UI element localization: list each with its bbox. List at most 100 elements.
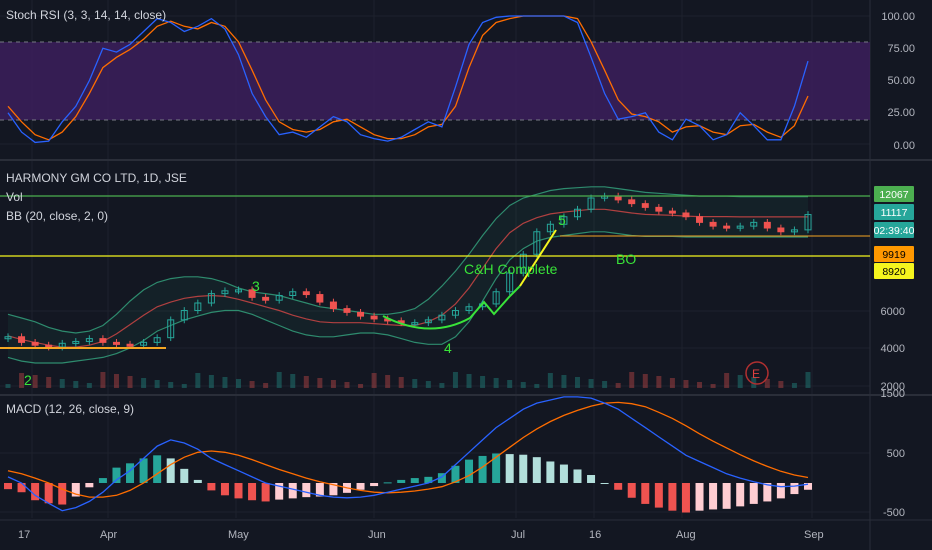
stoch-title[interactable]: Stoch RSI (3, 3, 14, 14, close) (6, 8, 167, 22)
macd-title[interactable]: MACD (12, 26, close, 9) (6, 402, 135, 416)
macd-hist-58 (790, 483, 799, 495)
volume-bar-49 (669, 378, 675, 388)
volume-bar-13 (181, 384, 187, 388)
candle-body-40 (546, 223, 554, 233)
volume-bar-21 (290, 374, 296, 388)
volume-bar-14 (195, 373, 201, 388)
stoch-tick-0: 100.00 (881, 11, 915, 23)
macd-hist-53 (722, 483, 731, 509)
candle-body-25 (343, 308, 351, 313)
time-tick-2: May (228, 529, 249, 541)
macd-hist-26 (356, 483, 365, 490)
volume-bars (5, 372, 811, 388)
price-badge-countdown-text: 02:39:40 (874, 225, 915, 237)
candle-body-15 (207, 293, 215, 304)
volume-bar-6 (86, 383, 92, 388)
macd-hist-23 (315, 483, 324, 497)
volume-bar-9 (127, 376, 133, 388)
price-badge-yellow-line (874, 263, 914, 279)
main-title[interactable]: HARMONY GM CO LTD, 1D, JSE (6, 171, 187, 185)
volume-bar-53 (724, 373, 730, 388)
bb-upper (7, 186, 808, 334)
macd-hist-27 (370, 483, 379, 487)
price-badge-green-line (874, 186, 914, 202)
bb-title[interactable]: BB (20, close, 2, 0) (6, 209, 109, 223)
macd-hist-39 (532, 457, 541, 483)
macd-hist-3 (44, 483, 53, 504)
candle-body-46 (628, 199, 636, 205)
candle-body-36 (492, 291, 500, 305)
macd-hist-57 (776, 483, 785, 499)
macd-hist-19 (261, 483, 270, 502)
volume-bar-54 (737, 375, 743, 388)
time-tick-4: Jul (511, 529, 525, 541)
candle-body-18 (248, 289, 256, 298)
macd-hist-13 (180, 468, 189, 483)
candle-body-57 (777, 227, 785, 233)
macd-hist-41 (559, 464, 568, 483)
candle-body-5 (72, 340, 80, 344)
macd-hist-48 (654, 483, 663, 508)
candle-body-43 (587, 197, 595, 210)
macd-hist-40 (546, 461, 555, 483)
time-tick-1: Apr (100, 529, 117, 541)
candle-body-13 (180, 310, 188, 321)
volume-bar-0 (5, 384, 11, 388)
handle-line (469, 285, 521, 319)
volume-bar-32 (439, 383, 445, 388)
volume-bar-48 (656, 376, 662, 388)
wave-label-2: 2 (24, 372, 32, 388)
candle-body-51 (696, 216, 704, 223)
volume-bar-56 (764, 379, 770, 388)
macd-hist-34 (465, 459, 474, 483)
earnings-marker[interactable] (745, 361, 769, 385)
candle-body-26 (357, 311, 365, 317)
price-badge-countdown (874, 222, 914, 238)
volume-bar-33 (452, 372, 458, 388)
macd-hist-52 (709, 483, 718, 510)
macd-hist-37 (505, 454, 514, 483)
volume-bar-44 (602, 381, 608, 388)
candle-body-17 (235, 289, 243, 293)
candle-body-16 (221, 290, 229, 295)
macd-hist-46 (627, 483, 636, 498)
macd-hist-59 (804, 483, 812, 490)
candle-body-24 (329, 301, 337, 310)
candle-body-49 (668, 210, 676, 214)
time-axis[interactable]: 17 Apr May Jun Jul 16 Aug Sep (18, 529, 824, 541)
macd-hist-5 (71, 483, 80, 497)
candle-body-47 (641, 203, 649, 208)
macd-hist-16 (220, 483, 229, 496)
candle-body-39 (533, 231, 541, 255)
volume-bar-35 (480, 376, 486, 388)
candle-body-0 (4, 336, 12, 340)
candle-body-50 (682, 212, 690, 218)
volume-bar-27 (371, 373, 377, 388)
volume-bar-12 (168, 382, 174, 388)
macd-hist-55 (749, 483, 758, 504)
time-tick-0: 17 (18, 529, 30, 541)
macd-hist-30 (410, 478, 419, 483)
macd-hist-22 (302, 483, 311, 498)
volume-title[interactable]: Vol (6, 190, 23, 204)
volume-bar-20 (276, 372, 282, 388)
stoch-k-line (7, 15, 809, 144)
time-tick-6: Aug (676, 529, 696, 541)
bb-fill (8, 186, 808, 363)
volume-bar-28 (385, 375, 391, 388)
macd-hist-17 (234, 483, 243, 499)
volume-bar-18 (249, 381, 255, 388)
time-tick-5: 16 (589, 529, 601, 541)
macd-hist-45 (614, 483, 623, 490)
macd-hist-18 (248, 483, 257, 501)
volume-bar-57 (778, 381, 784, 388)
stoch-tick-1: 75.00 (887, 43, 915, 55)
candle-body-20 (275, 295, 283, 301)
price-tick-1: 4000 (881, 343, 905, 355)
candle-body-52 (709, 221, 717, 227)
candle-body-6 (85, 338, 93, 342)
time-tick-7: Sep (804, 529, 824, 541)
candle-body-14 (194, 302, 202, 311)
price-axis[interactable]: 100.00 75.00 50.00 25.00 0.00 6000 4000 2000150… (881, 11, 915, 519)
